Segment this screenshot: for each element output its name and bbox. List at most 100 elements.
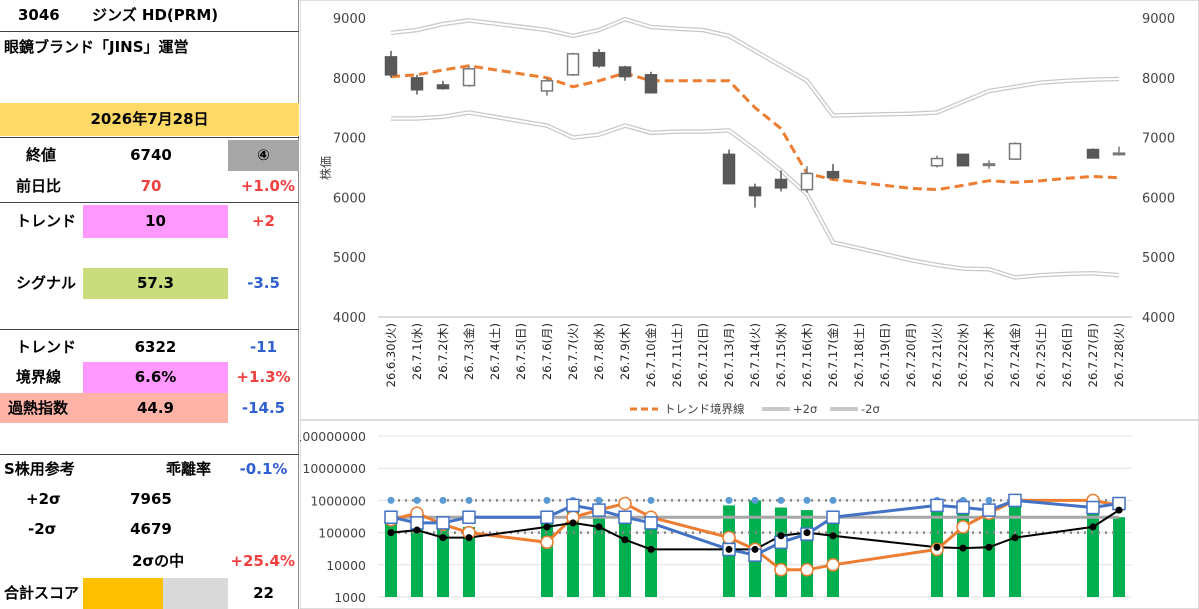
trend-row: トレンド 10 +2: [0, 205, 299, 238]
x-tick-label: 26.6.30(火): [384, 323, 398, 387]
plus2s-row: +2σ 7965: [0, 485, 299, 514]
change-row: 前日比 70 +1.0%: [0, 171, 299, 201]
trend-label: トレンド: [16, 212, 77, 230]
x-tick-label: 26.7.24(金): [1008, 323, 1022, 387]
change-label: 前日比: [16, 177, 62, 195]
volume-orange-marker: [722, 530, 736, 545]
volume-black-marker: [439, 534, 447, 542]
volume-top-dot: [985, 496, 993, 504]
minus2s-label: -2σ: [28, 520, 57, 538]
volume-top-dot: [413, 496, 421, 504]
x-tick-label: 26.7.3(金): [462, 323, 476, 380]
candle-body: [540, 80, 554, 92]
volume-bar: [593, 507, 605, 597]
volume-black-marker: [569, 519, 577, 527]
plus2s-value: 7965: [130, 490, 172, 508]
x-tick-label: 26.7.9(木): [618, 323, 632, 380]
y-tick-label-left: 8000: [333, 72, 366, 87]
candle-body: [1008, 142, 1022, 160]
x-tick-label: 26.7.2(木): [436, 323, 450, 380]
y-tick-label-right: 7000: [1142, 132, 1175, 147]
volume-y-tick-label: 10000: [326, 558, 366, 573]
volume-bar: [827, 517, 839, 597]
signal-highlight: [83, 268, 228, 299]
volume-blue-marker: [930, 498, 944, 513]
volume-y-tick-label: 100000000: [300, 429, 366, 444]
volume-top-dot: [595, 496, 603, 504]
x-tick-label: 26.7.7(火): [566, 323, 580, 380]
x-tick-label: 26.7.5(日): [514, 323, 528, 380]
volume-black-marker: [1089, 523, 1097, 531]
score-bar-fill: [83, 578, 163, 609]
volume-black-marker: [959, 544, 967, 552]
x-tick-label: 26.7.19(日): [878, 323, 892, 387]
candle-body: [1086, 148, 1100, 159]
y-tick-label-left: 5000: [333, 251, 366, 266]
y-tick-label-right: 4000: [1142, 311, 1175, 326]
volume-bar: [1113, 517, 1125, 597]
x-tick-label: 26.7.6(月): [540, 323, 554, 380]
candle-body: [956, 153, 970, 167]
plus2sigma-band-inner: [390, 18, 1120, 117]
volume-bar: [645, 522, 657, 597]
trend-value: 10: [145, 212, 166, 230]
close-value: 6740: [130, 146, 172, 164]
plus2s-label: +2σ: [26, 490, 61, 508]
y-tick-label-right: 9000: [1142, 12, 1175, 27]
volume-black-marker: [465, 534, 473, 542]
candle-body: [384, 56, 398, 76]
date-label: 2026年7月28日: [90, 110, 209, 128]
candle-body: [644, 74, 658, 94]
volume-top-dot: [387, 496, 395, 504]
close-row: 終値 6740 ④: [0, 140, 299, 171]
candle-body: [748, 186, 762, 197]
boundary-change: +1.3%: [236, 368, 291, 386]
volume-top-dot: [647, 496, 655, 504]
x-tick-label: 26.7.28(火): [1112, 323, 1126, 387]
volume-blue-marker: [956, 500, 970, 515]
volume-black-marker: [829, 532, 837, 540]
volume-blue-marker: [462, 510, 476, 524]
x-tick-label: 26.7.10(金): [644, 323, 658, 387]
candle-body: [566, 53, 580, 76]
volume-blue-marker: [436, 516, 450, 530]
volume-top-dot: [803, 496, 811, 504]
volume-orange-marker: [826, 558, 840, 572]
volume-y-tick-label: 100000: [318, 526, 366, 541]
within-row: 2σの中 +25.4%: [0, 547, 299, 576]
candle-body: [1112, 152, 1126, 156]
stock-header: 3046 ジンズ HD(PRM): [0, 0, 299, 31]
x-tick-label: 26.7.25(土): [1034, 323, 1048, 387]
x-tick-label: 26.7.1(水): [410, 323, 424, 380]
y-tick-label-left: 7000: [333, 132, 366, 147]
close-badge-highlight: [228, 140, 299, 171]
volume-bar: [619, 513, 631, 597]
info-panel: 3046 ジンズ HD(PRM) 眼鏡ブランド「JINS」運営 2026年7月2…: [0, 0, 299, 609]
overheat-label: 過熱指数: [8, 399, 69, 417]
score-label: 合計スコア: [4, 584, 80, 602]
volume-black-marker: [413, 526, 421, 534]
volume-blue-marker: [982, 503, 996, 517]
volume-black-marker: [985, 543, 993, 551]
date-highlight: [0, 103, 299, 136]
volume-bar: [463, 526, 475, 597]
volume-black-marker: [933, 543, 941, 551]
volume-y-tick-label: 1000000: [310, 493, 366, 508]
volume-black-marker: [777, 532, 785, 540]
legend-trend-label: トレンド境界線: [664, 402, 745, 416]
volume-blue-marker: [618, 510, 632, 524]
x-tick-label: 26.7.15(水): [774, 323, 788, 387]
y-tick-label-left: 6000: [333, 191, 366, 206]
score-value: 22: [253, 584, 274, 602]
chart-area: 4000 4000 5000 5000 6000 6000 7000 7000 8000 8000…: [299, 0, 1199, 609]
volume-top-dot: [725, 496, 733, 504]
volume-orange-marker: [800, 563, 814, 577]
volume-bar: [567, 505, 579, 597]
sref-label: S株用参考: [4, 460, 75, 478]
signal-change: -3.5: [247, 274, 280, 292]
trend-level-value: 6322: [134, 338, 177, 356]
legend-minus2s-label: -2σ: [861, 402, 880, 416]
volume-black-marker: [725, 545, 733, 553]
volume-blue-marker: [540, 510, 554, 524]
y-axis-label: 株価: [318, 156, 333, 180]
